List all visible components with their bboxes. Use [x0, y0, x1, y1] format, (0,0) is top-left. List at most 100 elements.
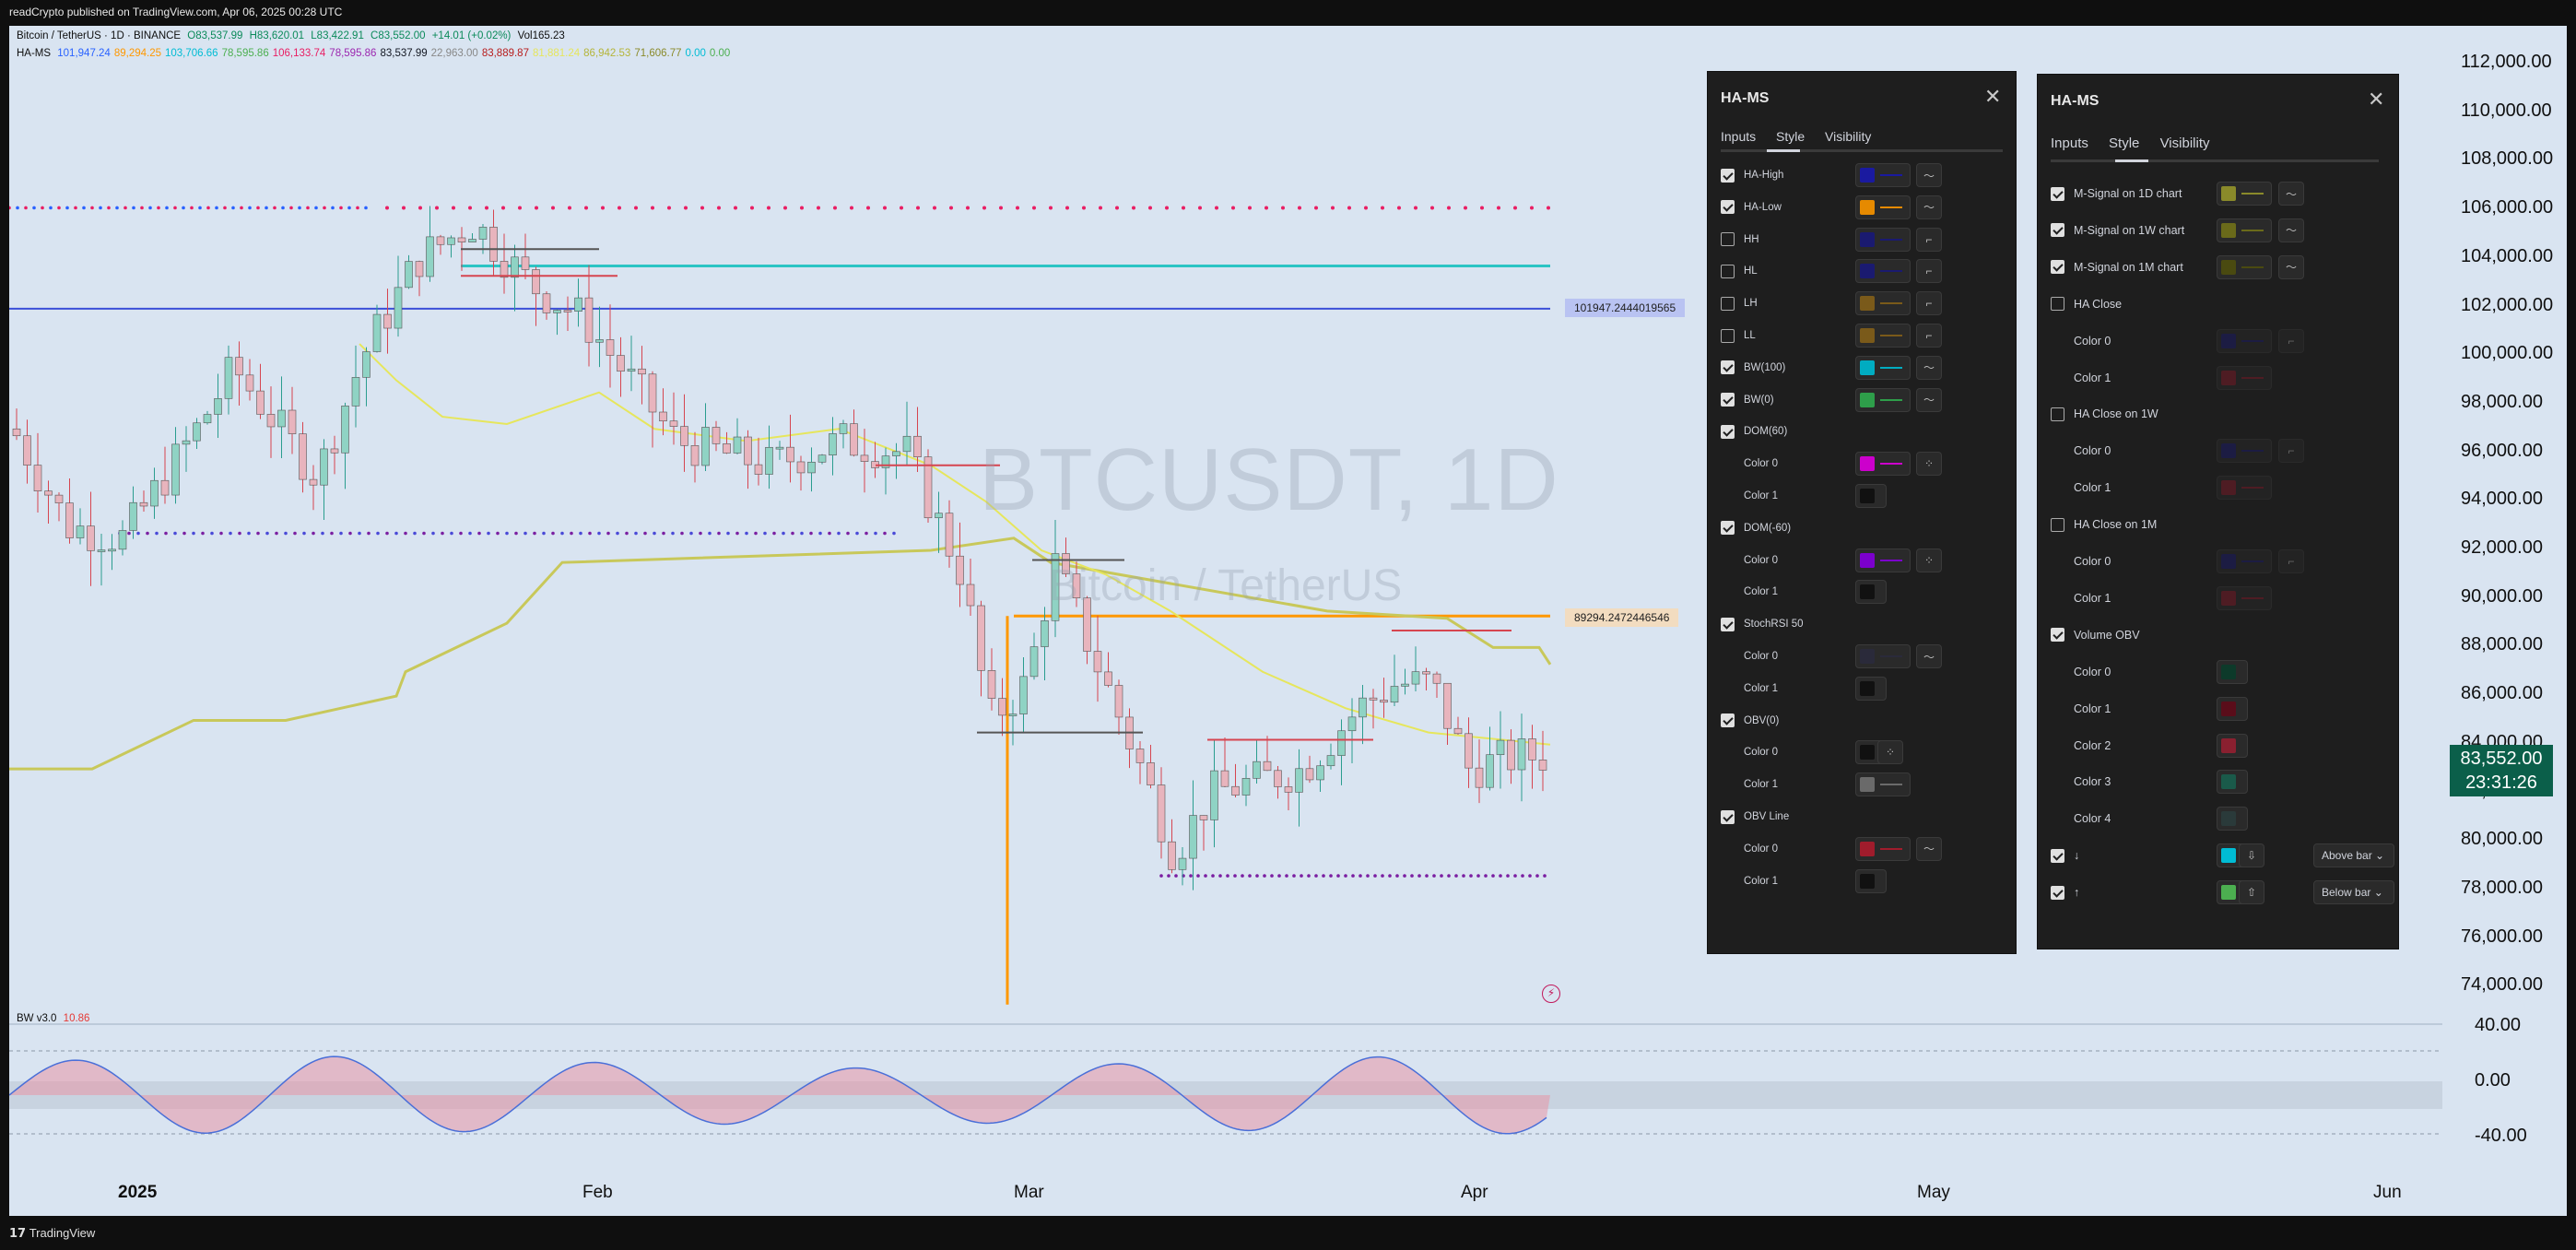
close-icon[interactable]: ✕ [2368, 88, 2385, 111]
row-label: Volume OBV [2074, 628, 2140, 642]
style-panel-left[interactable]: HA-MS ✕ Inputs Style Visibility HA-High 〜… [1707, 71, 2017, 954]
checkbox[interactable] [1721, 296, 1735, 311]
color-swatch[interactable] [2217, 218, 2272, 242]
color-swatch[interactable] [1855, 324, 1911, 348]
position-dropdown[interactable]: Above bar ⌄ [2313, 843, 2394, 868]
tab-inputs[interactable]: Inputs [2051, 136, 2088, 151]
dots-icon[interactable]: ⁘ [1916, 548, 1942, 572]
checkbox[interactable] [1721, 521, 1735, 536]
color-swatch[interactable] [2217, 549, 2272, 573]
color-swatch[interactable] [2217, 733, 2248, 758]
dom60-dot [1547, 206, 1550, 210]
color-swatch[interactable] [1855, 195, 1911, 219]
wave-icon[interactable]: 〜 [1916, 355, 1942, 380]
settings-row: Color 1 [2051, 696, 2411, 721]
tab-inputs[interactable]: Inputs [1721, 129, 1757, 144]
color-swatch[interactable] [2217, 182, 2272, 206]
color-swatch[interactable] [2217, 585, 2272, 610]
checkbox[interactable] [1721, 617, 1735, 631]
step-icon[interactable]: ⌐ [2278, 549, 2304, 573]
wave-icon[interactable]: 〜 [1916, 163, 1942, 187]
step-icon[interactable]: ⌐ [1916, 259, 1942, 284]
color-swatch[interactable] [1855, 259, 1911, 284]
color-swatch[interactable] [2217, 254, 2272, 279]
checkbox[interactable] [1721, 328, 1735, 343]
wave-icon[interactable]: 〜 [1916, 387, 1942, 412]
dots-icon[interactable]: ⁘ [1877, 740, 1903, 765]
checkbox[interactable] [2051, 848, 2064, 863]
color-swatch[interactable] [2217, 439, 2272, 464]
checkbox[interactable] [2051, 260, 2064, 275]
color-swatch[interactable] [2217, 807, 2248, 831]
dom-neg-dot [1233, 874, 1237, 878]
color-swatch[interactable] [1855, 772, 1911, 797]
checkbox[interactable] [2051, 885, 2064, 900]
color-swatch[interactable] [1855, 387, 1911, 412]
wave-icon[interactable]: 〜 [1916, 195, 1942, 219]
panel-tabs[interactable]: Inputs Style Visibility [2051, 136, 2226, 151]
checkbox[interactable] [1721, 713, 1735, 728]
color-swatch[interactable] [1855, 484, 1887, 508]
wave-icon[interactable]: 〜 [1916, 644, 1942, 668]
wave-icon[interactable]: 〜 [2278, 182, 2304, 206]
color-swatch[interactable] [2217, 696, 2248, 721]
step-icon[interactable]: ⌐ [2278, 439, 2304, 464]
color-swatch[interactable] [2217, 328, 2272, 353]
checkbox[interactable] [1721, 264, 1735, 278]
indicator-legend[interactable]: HA-MS 101,947.24 89,294.25 103,706.66 78,59… [17, 48, 734, 59]
color-swatch[interactable] [1855, 868, 1887, 893]
wave-icon[interactable]: 〜 [2278, 218, 2304, 242]
color-swatch[interactable] [1855, 836, 1911, 861]
color-swatch[interactable] [2217, 659, 2248, 684]
tab-visibility[interactable]: Visibility [2159, 136, 2210, 151]
checkbox[interactable] [2051, 223, 2064, 238]
checkbox[interactable] [2051, 628, 2064, 643]
style-panel-right[interactable]: HA-MS ✕ Inputs Style Visibility M-Signal… [2037, 74, 2399, 949]
dots-icon[interactable]: ⁘ [1916, 452, 1942, 477]
tab-style[interactable]: Style [2109, 136, 2140, 151]
color-swatch[interactable] [1855, 676, 1887, 701]
checkbox[interactable] [1721, 232, 1735, 247]
lightning-event-icon[interactable]: ⚡ [1542, 985, 1560, 1003]
dom-dot [90, 206, 94, 210]
checkbox[interactable] [2051, 186, 2064, 201]
color-swatch[interactable] [1855, 548, 1911, 572]
dom-dot [273, 206, 276, 210]
checkbox[interactable] [2051, 297, 2064, 312]
color-swatch[interactable] [2217, 770, 2248, 795]
step-icon[interactable]: ⌐ [2278, 328, 2304, 353]
checkbox[interactable] [1721, 809, 1735, 824]
panel-tabs[interactable]: Inputs Style Visibility [1721, 129, 1888, 144]
checkbox[interactable] [1721, 393, 1735, 407]
step-icon[interactable]: ⌐ [1916, 291, 1942, 316]
tradingview-logo[interactable]: 𝟭𝟳 TradingView [9, 1226, 95, 1241]
color-swatch[interactable] [1855, 355, 1911, 380]
tab-visibility[interactable]: Visibility [1825, 129, 1872, 144]
position-dropdown[interactable]: Below bar ⌄ [2313, 880, 2394, 905]
checkbox[interactable] [1721, 360, 1735, 375]
checkbox[interactable] [1721, 424, 1735, 439]
dom-dot [115, 206, 119, 210]
wave-icon[interactable]: 〜 [1916, 836, 1942, 861]
color-swatch[interactable] [1855, 644, 1911, 668]
checkbox[interactable] [1721, 200, 1735, 215]
checkbox[interactable] [2051, 517, 2064, 532]
checkbox[interactable] [2051, 407, 2064, 421]
wave-icon[interactable]: 〜 [2278, 254, 2304, 279]
price-chart[interactable] [9, 26, 2567, 1216]
step-icon[interactable]: ⌐ [1916, 227, 1942, 252]
color-swatch[interactable] [1855, 580, 1887, 605]
color-swatch[interactable] [2217, 476, 2272, 501]
candle-body [1432, 673, 1441, 684]
arrow-up-icon[interactable]: ⇧ [2239, 880, 2264, 905]
color-swatch[interactable] [1855, 163, 1911, 187]
checkbox[interactable] [1721, 168, 1735, 183]
color-swatch[interactable] [1855, 291, 1911, 316]
color-swatch[interactable] [2217, 365, 2272, 390]
step-icon[interactable]: ⌐ [1916, 324, 1942, 348]
arrow-down-icon[interactable]: ⇩ [2239, 843, 2264, 868]
color-swatch[interactable] [1855, 227, 1911, 252]
close-icon[interactable]: ✕ [1984, 85, 2002, 108]
color-swatch[interactable] [1855, 452, 1911, 477]
tab-style[interactable]: Style [1776, 129, 1806, 144]
